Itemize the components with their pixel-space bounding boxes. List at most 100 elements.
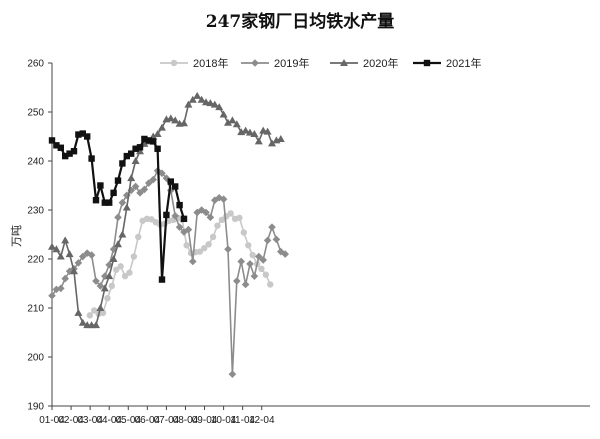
plot-frame [51, 63, 590, 407]
y-axis-title: 万吨 [10, 225, 23, 247]
data-point [88, 155, 95, 162]
data-point [83, 249, 91, 257]
data-point [114, 213, 122, 222]
data-point [108, 282, 116, 290]
data-point [209, 233, 217, 241]
data-point [171, 212, 179, 220]
data-point [123, 152, 130, 160]
data-point [267, 281, 274, 288]
data-point [96, 304, 105, 311]
data-point [121, 272, 129, 280]
data-point [61, 236, 70, 244]
data-point [166, 114, 175, 122]
x-tick-label: 02-04 [58, 415, 84, 426]
data-point [101, 199, 108, 206]
data-point [219, 195, 228, 204]
data-point [241, 126, 250, 134]
x-tick-label: 12-04 [249, 415, 275, 426]
legend-item: 2020年 [330, 56, 398, 70]
legend-label: 2021年 [446, 56, 481, 70]
data-point [236, 214, 243, 222]
data-point [277, 247, 285, 256]
y-tick-label: 240 [27, 157, 44, 168]
x-axis: 01-0402-0403-0404-0405-0406-0407-0408-04… [39, 406, 275, 426]
data-point [158, 123, 166, 131]
data-point [70, 267, 78, 275]
data-point [106, 199, 113, 206]
data-point [172, 183, 179, 190]
data-point [114, 240, 122, 248]
legend-item: 2021年 [413, 56, 481, 70]
x-tick-label: 06-04 [135, 415, 161, 426]
data-point [183, 242, 190, 249]
data-point [48, 291, 56, 300]
series-layer [48, 91, 289, 378]
y-axis: 190 200 210 220 230 240 250 260 [27, 59, 52, 413]
data-point [86, 312, 94, 319]
data-point [263, 236, 272, 245]
data-point [224, 118, 232, 126]
data-point [224, 245, 232, 253]
data-point [53, 142, 60, 149]
data-point [241, 280, 250, 289]
legend-label: 2019年 [274, 56, 309, 70]
data-point [245, 242, 252, 249]
data-point [175, 223, 184, 231]
data-point [219, 110, 228, 118]
legend-label: 2020年 [363, 56, 398, 70]
y-tick-label: 250 [27, 108, 44, 119]
data-point [206, 99, 215, 107]
data-point [423, 59, 431, 67]
data-point [170, 59, 178, 67]
x-tick-label: 03-04 [77, 415, 103, 426]
data-point [228, 116, 237, 124]
x-tick-label: 04-04 [96, 415, 122, 426]
data-point [184, 225, 193, 234]
data-point [109, 245, 118, 253]
data-point [100, 284, 109, 292]
data-point [232, 120, 241, 128]
data-point [57, 284, 65, 293]
data-point [99, 309, 107, 317]
data-point [249, 251, 256, 259]
data-point [237, 257, 245, 266]
data-point [145, 179, 153, 187]
legend-item: 2019年 [241, 56, 309, 70]
data-point [205, 241, 212, 248]
data-point [171, 116, 180, 124]
chart-title: 247家钢厂日均铁水产量 [206, 11, 395, 32]
data-point [158, 169, 166, 178]
y-tick-label: 230 [27, 206, 44, 217]
data-point [118, 230, 127, 238]
data-point [62, 152, 69, 160]
data-point [132, 145, 139, 152]
data-point [114, 177, 122, 184]
data-point [272, 235, 281, 244]
data-point [140, 185, 149, 194]
data-point [258, 265, 265, 272]
y-tick-label: 190 [27, 402, 44, 413]
data-point [97, 182, 104, 189]
data-point [162, 174, 171, 182]
data-point [228, 370, 237, 378]
data-point [268, 139, 276, 147]
x-tick-label: 11-04 [230, 415, 255, 426]
data-point [136, 189, 144, 197]
data-point [180, 119, 188, 127]
data-point [74, 308, 83, 316]
chart-legend: 2018年 2019年 2020年 2021年 [160, 56, 481, 70]
data-point [188, 95, 197, 103]
data-point [119, 160, 126, 167]
data-point [196, 248, 204, 255]
data-point [206, 213, 215, 222]
data-point [87, 251, 96, 259]
data-point [276, 134, 285, 142]
data-point [240, 229, 248, 236]
data-point [91, 307, 98, 314]
data-point [79, 252, 87, 261]
data-point [227, 210, 234, 217]
x-tick-label: 08-04 [173, 415, 199, 426]
x-tick-label: 01-04 [39, 415, 65, 426]
data-point [131, 157, 140, 164]
data-point [122, 203, 131, 211]
